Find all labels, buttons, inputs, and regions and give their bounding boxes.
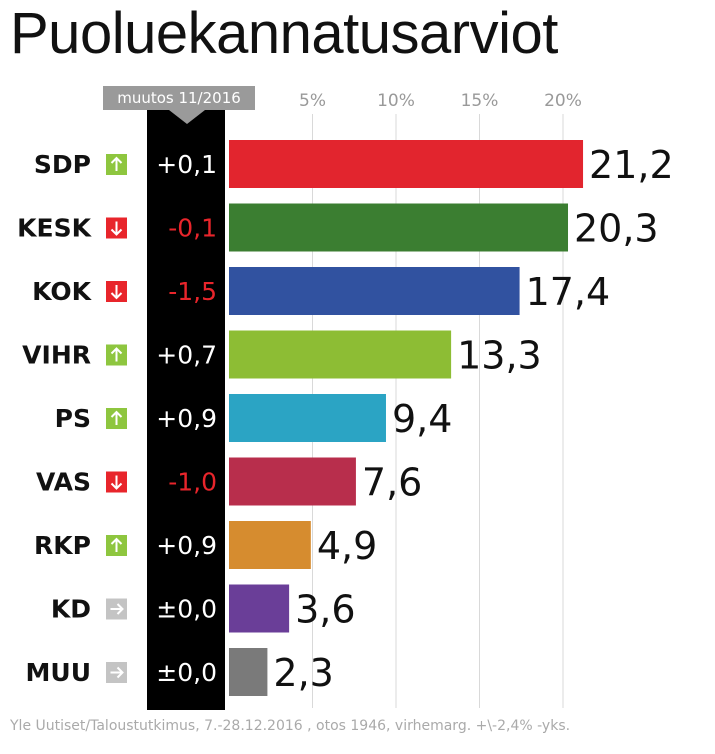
- bar-value-label: 2,3: [273, 651, 333, 695]
- category-label: KOK: [32, 277, 93, 306]
- bar-value-label: 17,4: [526, 270, 611, 314]
- source-footnote: Yle Uutiset/Taloustutkimus, 7.-28.12.201…: [10, 718, 571, 734]
- arrow-up-icon: [110, 347, 123, 362]
- bar-muu: [229, 648, 268, 696]
- change-value: -0,1: [168, 214, 217, 243]
- bar-value-label: 21,2: [589, 143, 674, 187]
- arrow-down-icon: [110, 221, 123, 236]
- x-tick-label: 5%: [299, 91, 326, 111]
- category-label: KESK: [17, 214, 92, 243]
- x-tick-label: 15%: [461, 91, 499, 111]
- bar-vas: [229, 457, 356, 506]
- change-value: -1,0: [168, 468, 217, 497]
- arrow-right-icon: [110, 603, 124, 615]
- category-label: VAS: [36, 468, 91, 497]
- category-label: RKP: [34, 531, 91, 560]
- arrow-down-icon: [110, 475, 123, 490]
- bar-value-label: 9,4: [392, 397, 452, 441]
- change-value: -1,5: [168, 277, 217, 306]
- change-column-background: [147, 110, 225, 710]
- bar-value-label: 3,6: [295, 588, 355, 632]
- change-value: +0,9: [156, 404, 217, 433]
- bar-ps: [229, 394, 386, 442]
- category-label: MUU: [26, 658, 91, 687]
- change-value: +0,9: [156, 531, 217, 560]
- bar-kok: [229, 267, 520, 315]
- change-value: +0,1: [156, 150, 217, 179]
- category-label: KD: [51, 595, 91, 624]
- category-label: PS: [55, 404, 91, 433]
- arrow-up-icon: [110, 537, 123, 552]
- change-value: ±0,0: [156, 658, 217, 687]
- category-label: VIHR: [22, 341, 91, 370]
- bar-rkp: [229, 521, 311, 569]
- bar-vihr: [229, 330, 452, 379]
- bar-value-label: 20,3: [574, 207, 659, 251]
- chart-title: Puoluekannatusarviot: [10, 1, 558, 66]
- change-column-header: muutos 11/2016: [103, 86, 255, 110]
- arrow-up-icon: [110, 156, 123, 171]
- bar-value-label: 7,6: [362, 461, 422, 505]
- bar-sdp: [229, 140, 584, 188]
- change-value: ±0,0: [156, 595, 217, 624]
- bar-kd: [229, 584, 290, 633]
- bar-kesk: [229, 203, 569, 252]
- x-tick-label: 20%: [544, 91, 582, 111]
- category-label: SDP: [34, 150, 91, 179]
- arrow-right-icon: [110, 666, 124, 679]
- x-tick-label: 10%: [377, 91, 415, 111]
- change-value: +0,7: [156, 341, 217, 370]
- change-header-pointer: [169, 110, 205, 124]
- bar-value-label: 4,9: [317, 524, 377, 568]
- bar-value-label: 13,3: [457, 334, 542, 378]
- arrow-up-icon: [110, 410, 123, 425]
- arrow-down-icon: [110, 285, 123, 300]
